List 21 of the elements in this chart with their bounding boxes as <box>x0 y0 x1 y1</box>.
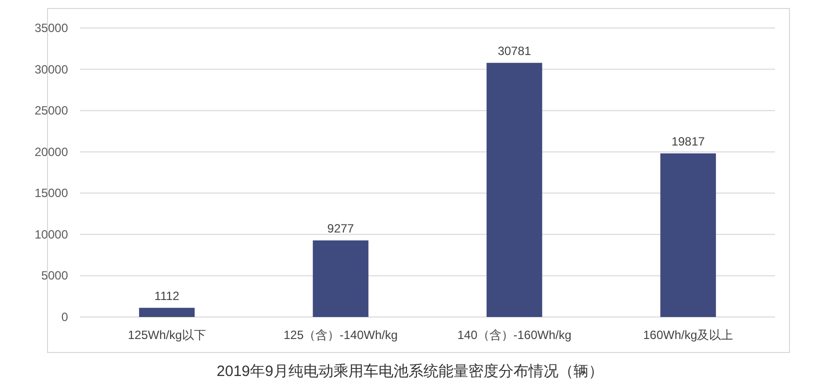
bar <box>139 308 195 317</box>
data-label: 9277 <box>327 221 354 236</box>
y-tick-label: 35000 <box>34 21 68 35</box>
y-tick-label: 5000 <box>41 268 68 283</box>
x-tick-label: 125（含）-140Wh/kg <box>284 328 398 342</box>
text: 2019年9月纯电动乘用车电池系统能量密度分布情况（辆） <box>216 363 604 380</box>
y-tick-label: 20000 <box>34 144 68 159</box>
y-tick-label: 15000 <box>34 186 68 200</box>
y-tick-label: 25000 <box>34 104 68 118</box>
y-tick-label: 0 <box>61 310 68 324</box>
y-tick-label: 30000 <box>34 62 68 76</box>
bar <box>312 240 368 317</box>
x-tick-label: 160Wh/kg及以上 <box>643 328 734 342</box>
bar <box>486 62 542 317</box>
data-label: 19817 <box>671 134 706 148</box>
x-tick-label: 125Wh/kg以下 <box>128 328 206 342</box>
data-label: 30781 <box>498 44 532 58</box>
y-tick-label: 10000 <box>34 227 68 242</box>
bar <box>660 153 716 317</box>
data-label: 1112 <box>154 288 180 303</box>
x-tick-label: 140（含）-160Wh/kg <box>457 328 572 342</box>
